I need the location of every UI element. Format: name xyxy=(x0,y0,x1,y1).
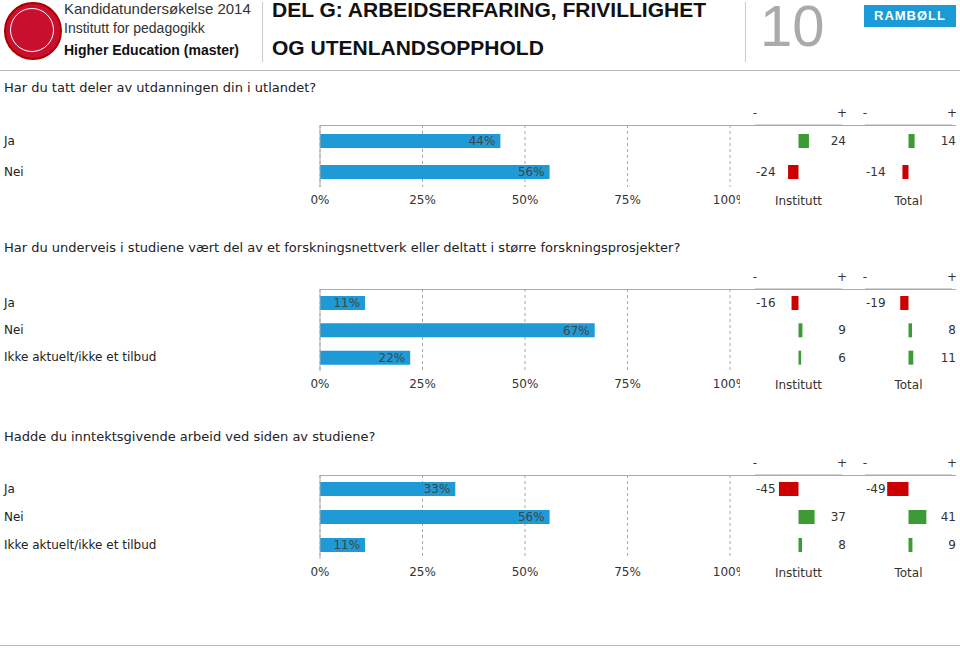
svg-text:-: - xyxy=(863,270,867,284)
svg-text:25%: 25% xyxy=(409,193,436,207)
svg-text:50%: 50% xyxy=(512,193,539,207)
svg-text:22%: 22% xyxy=(379,351,406,365)
svg-text:11: 11 xyxy=(941,351,952,365)
svg-text:50%: 50% xyxy=(512,377,539,391)
svg-text:14: 14 xyxy=(941,134,952,148)
svg-text:+: + xyxy=(947,106,952,120)
svg-text:9: 9 xyxy=(948,538,952,552)
html-text:Institutt: Institutt xyxy=(774,378,823,392)
html-text:Hadde du inntektsgivende arbei: Hadde du inntektsgivende arbeid ved side… xyxy=(4,429,376,444)
svg-text:56%: 56% xyxy=(518,510,545,524)
svg-text:100%: 100% xyxy=(713,193,740,207)
html-text:Institutt: Institutt xyxy=(774,194,823,208)
svg-text:0%: 0% xyxy=(310,565,329,579)
html-text:Higher Education (master): Higher Education (master) xyxy=(64,42,239,58)
svg-text:-: - xyxy=(753,106,757,120)
svg-text:-: - xyxy=(753,270,757,284)
svg-text:-14: -14 xyxy=(866,165,886,179)
svg-text:-: - xyxy=(863,106,867,120)
svg-text:100%: 100% xyxy=(713,377,740,391)
svg-text:67%: 67% xyxy=(563,324,590,338)
svg-text:9: 9 xyxy=(838,323,846,337)
svg-text:11%: 11% xyxy=(333,538,360,552)
svg-text:Nei: Nei xyxy=(8,165,24,179)
svg-text:-: - xyxy=(863,456,867,470)
svg-text:6: 6 xyxy=(838,351,846,365)
svg-text:37: 37 xyxy=(831,510,846,524)
svg-text:-16: -16 xyxy=(756,296,776,310)
svg-text:Ja: Ja xyxy=(8,482,15,496)
svg-text:Nei: Nei xyxy=(8,323,24,337)
svg-text:8: 8 xyxy=(948,323,952,337)
svg-text:Ikke aktuelt/ikke et tilbud: Ikke aktuelt/ikke et tilbud xyxy=(8,350,156,364)
svg-text:75%: 75% xyxy=(614,565,641,579)
svg-text:Ja: Ja xyxy=(8,296,15,310)
svg-text:Nei: Nei xyxy=(8,510,24,524)
svg-text:33%: 33% xyxy=(424,482,451,496)
html-text:Total: Total xyxy=(894,566,923,580)
html-text:Total: Total xyxy=(894,378,923,392)
svg-text:0%: 0% xyxy=(310,377,329,391)
svg-text:41: 41 xyxy=(941,510,952,524)
svg-text:-19: -19 xyxy=(866,296,886,310)
svg-text:Ikke aktuelt/ikke et tilbud: Ikke aktuelt/ikke et tilbud xyxy=(8,538,156,552)
svg-text:-45: -45 xyxy=(756,482,776,496)
svg-text:25%: 25% xyxy=(409,377,436,391)
svg-text:11%: 11% xyxy=(333,296,360,310)
svg-text:56%: 56% xyxy=(518,165,545,179)
svg-text:+: + xyxy=(947,270,952,284)
svg-text:0%: 0% xyxy=(310,193,329,207)
html-text:Kandidatundersøkelse 2014: Kandidatundersøkelse 2014 xyxy=(64,0,251,17)
svg-text:-: - xyxy=(753,456,757,470)
svg-text:75%: 75% xyxy=(614,193,641,207)
svg-text:8: 8 xyxy=(838,538,846,552)
svg-text:24: 24 xyxy=(831,134,846,148)
html-text:OG UTENLANDSOPPHOLD: OG UTENLANDSOPPHOLD xyxy=(272,36,544,59)
svg-text:75%: 75% xyxy=(614,377,641,391)
svg-text:-49: -49 xyxy=(866,482,886,496)
html-text:Har du tatt deler av utdanning: Har du tatt deler av utdanningen din i u… xyxy=(4,80,317,95)
svg-text:44%: 44% xyxy=(469,134,496,148)
html-text:Har du underveis i studiene væ: Har du underveis i studiene vært del av … xyxy=(4,240,681,255)
svg-text:100%: 100% xyxy=(713,565,740,579)
svg-text:+: + xyxy=(947,456,952,470)
html-text:Institutt: Institutt xyxy=(774,566,823,580)
svg-text:50%: 50% xyxy=(512,565,539,579)
svg-text:+: + xyxy=(837,106,847,120)
svg-text:Ja: Ja xyxy=(8,134,15,148)
svg-text:25%: 25% xyxy=(409,565,436,579)
html-text:Institutt for pedagogikk: Institutt for pedagogikk xyxy=(64,20,205,36)
html-text:RAMBØLL: RAMBØLL xyxy=(874,8,946,23)
svg-text:-24: -24 xyxy=(756,165,776,179)
html-text:Total: Total xyxy=(894,194,923,208)
svg-text:+: + xyxy=(837,270,847,284)
svg-text:+: + xyxy=(837,456,847,470)
